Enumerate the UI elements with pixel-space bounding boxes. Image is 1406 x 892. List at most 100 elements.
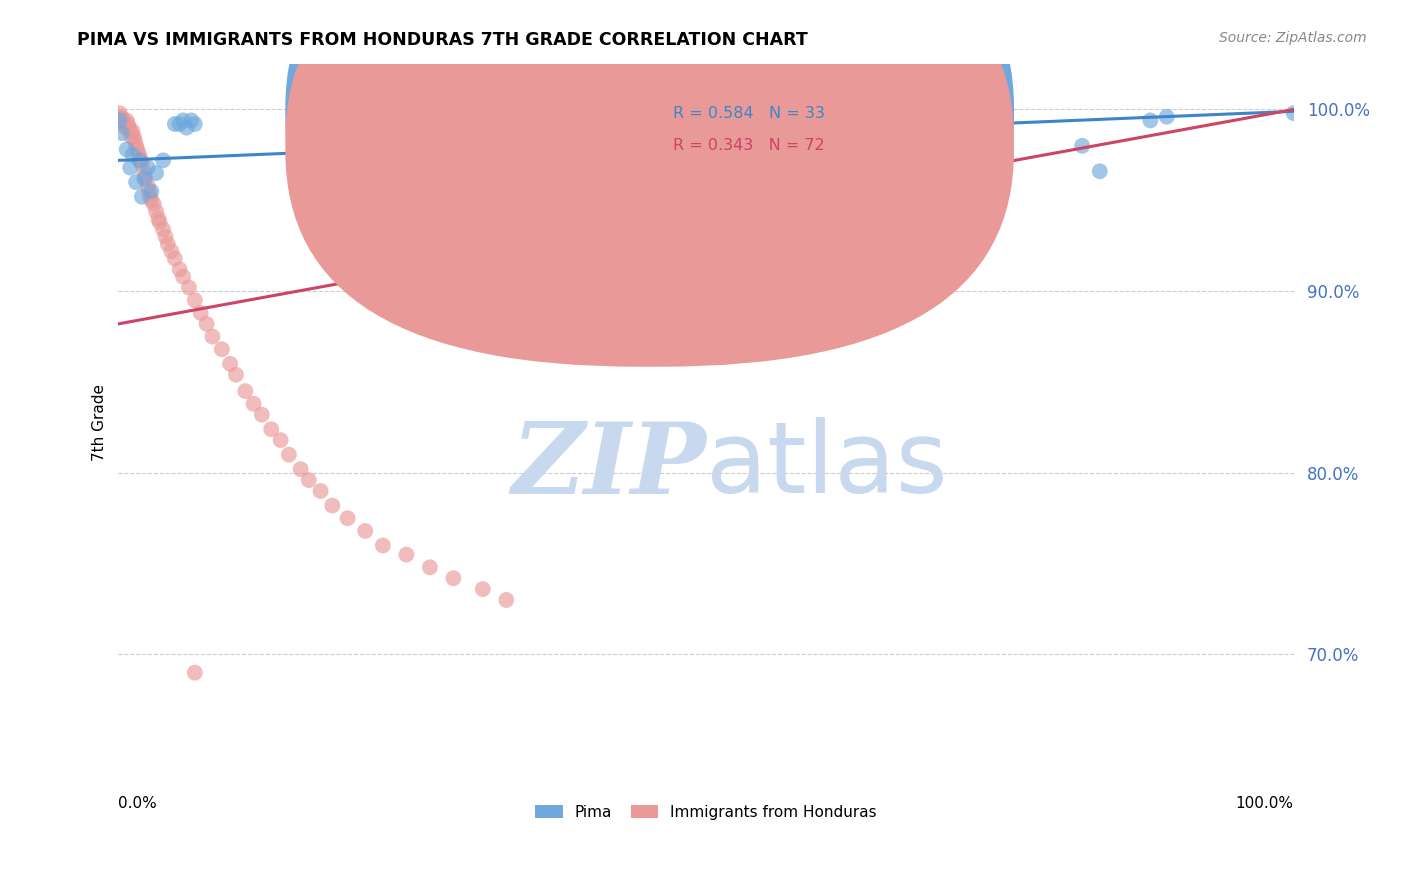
Point <box>277 448 299 462</box>
Y-axis label: 7th Grade: 7th Grade <box>93 384 107 461</box>
Point <box>519 197 541 211</box>
Point <box>242 397 264 411</box>
Point <box>235 384 257 398</box>
Text: 100.0%: 100.0% <box>1236 797 1294 811</box>
Point <box>371 539 394 553</box>
Point <box>495 593 517 607</box>
Point <box>128 153 150 168</box>
Text: ZIP: ZIP <box>510 417 706 514</box>
FancyBboxPatch shape <box>285 0 1014 367</box>
Point <box>108 113 131 128</box>
Point <box>134 166 156 180</box>
Point <box>112 117 135 131</box>
Point <box>160 244 183 259</box>
Point <box>869 113 891 128</box>
Point <box>250 408 273 422</box>
Point <box>169 117 191 131</box>
Point <box>152 222 174 236</box>
Point <box>184 117 207 131</box>
Point <box>111 112 134 126</box>
FancyBboxPatch shape <box>285 0 1014 335</box>
Point <box>853 113 876 128</box>
Point <box>125 175 148 189</box>
Point <box>290 462 312 476</box>
Point <box>309 483 332 498</box>
Point <box>1156 110 1178 124</box>
Point <box>155 229 177 244</box>
FancyBboxPatch shape <box>612 78 865 176</box>
Point <box>190 306 212 320</box>
Point <box>907 120 929 135</box>
Text: 0.0%: 0.0% <box>118 797 157 811</box>
Point <box>395 548 418 562</box>
Point <box>184 665 207 680</box>
Point <box>1071 138 1094 153</box>
Point <box>321 499 343 513</box>
Point <box>354 524 377 538</box>
Point <box>924 113 946 128</box>
Point <box>942 113 965 128</box>
Point <box>127 143 149 157</box>
Point <box>195 317 218 331</box>
Point <box>136 178 159 193</box>
Point <box>136 161 159 175</box>
Point <box>180 113 202 128</box>
Point <box>298 473 321 487</box>
Point <box>169 262 191 277</box>
Point <box>1088 164 1111 178</box>
Text: Source: ZipAtlas.com: Source: ZipAtlas.com <box>1219 31 1367 45</box>
Point <box>145 166 167 180</box>
Point <box>336 511 359 525</box>
Text: atlas: atlas <box>706 417 948 515</box>
Point <box>419 560 441 574</box>
Point <box>138 184 160 198</box>
Point <box>163 117 186 131</box>
Point <box>111 126 134 140</box>
Point <box>152 153 174 168</box>
Point <box>141 194 163 208</box>
Point <box>880 120 903 135</box>
Text: R = 0.584   N = 33: R = 0.584 N = 33 <box>673 106 825 121</box>
Text: R = 0.343   N = 72: R = 0.343 N = 72 <box>673 137 825 153</box>
Point <box>112 113 135 128</box>
Point <box>118 120 141 135</box>
Point <box>156 236 179 251</box>
Point <box>260 422 283 436</box>
Point <box>131 189 153 203</box>
Point <box>128 150 150 164</box>
Point <box>219 357 242 371</box>
Point <box>122 129 145 144</box>
Point <box>127 146 149 161</box>
Point <box>148 215 170 229</box>
Point <box>121 124 143 138</box>
Point <box>125 138 148 153</box>
Point <box>441 571 464 585</box>
Point <box>139 189 162 203</box>
Point <box>134 171 156 186</box>
Point <box>184 293 207 308</box>
Point <box>211 343 233 357</box>
Point <box>201 329 224 343</box>
Point <box>108 106 131 120</box>
Point <box>163 252 186 266</box>
Point <box>897 113 920 128</box>
Point <box>131 157 153 171</box>
Point <box>270 433 292 447</box>
Point <box>114 120 136 135</box>
Point <box>172 113 194 128</box>
Point <box>110 110 132 124</box>
Point <box>471 582 494 596</box>
Point <box>148 211 170 226</box>
Text: PIMA VS IMMIGRANTS FROM HONDURAS 7TH GRADE CORRELATION CHART: PIMA VS IMMIGRANTS FROM HONDURAS 7TH GRA… <box>77 31 808 49</box>
Legend: Pima, Immigrants from Honduras: Pima, Immigrants from Honduras <box>529 798 883 826</box>
Point <box>145 204 167 219</box>
Point <box>120 129 142 144</box>
Point <box>1282 106 1305 120</box>
Point <box>1139 113 1161 128</box>
Point <box>115 143 138 157</box>
Point <box>115 113 138 128</box>
Point <box>134 171 156 186</box>
Point <box>124 133 146 147</box>
Point <box>120 124 142 138</box>
Point <box>129 153 152 168</box>
